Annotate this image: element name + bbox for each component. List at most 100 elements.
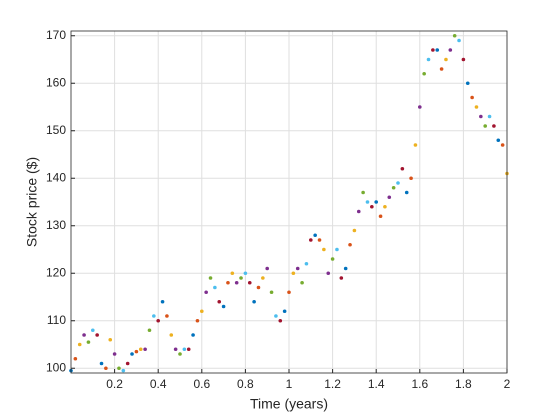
- point: [409, 176, 413, 181]
- y-tick-label: 170: [46, 28, 66, 42]
- point: [265, 266, 270, 271]
- point: [125, 361, 130, 366]
- point: [326, 271, 331, 276]
- point: [247, 280, 252, 285]
- point: [313, 233, 317, 238]
- point: [195, 318, 200, 323]
- point: [121, 368, 126, 373]
- point: [348, 242, 352, 247]
- point: [483, 124, 488, 128]
- point: [457, 38, 461, 43]
- point: [147, 328, 152, 333]
- point: [104, 366, 108, 371]
- point: [448, 48, 453, 52]
- point: [418, 105, 422, 109]
- y-tick-label: 130: [46, 218, 66, 232]
- point: [492, 124, 496, 128]
- point: [230, 271, 235, 276]
- point: [300, 280, 304, 285]
- point: [391, 185, 396, 190]
- point: [304, 261, 309, 266]
- y-tick-label: 100: [46, 360, 66, 374]
- point: [191, 333, 195, 337]
- point: [165, 314, 169, 318]
- point: [256, 285, 261, 290]
- point: [234, 280, 239, 285]
- point: [134, 349, 139, 354]
- point: [156, 318, 160, 323]
- point: [330, 257, 335, 261]
- point: [130, 352, 134, 356]
- point: [352, 228, 357, 233]
- point: [365, 200, 370, 204]
- point: [487, 114, 492, 119]
- x-tick-label: 1.6: [411, 377, 428, 391]
- point: [309, 238, 313, 242]
- x-tick-label: 0.6: [193, 377, 210, 391]
- point: [152, 314, 156, 318]
- point: [221, 304, 226, 309]
- point: [77, 342, 82, 347]
- point: [431, 48, 435, 52]
- point: [217, 299, 222, 304]
- x-tick-label: 1.4: [368, 377, 385, 391]
- y-axis-label: Stock price ($): [24, 157, 40, 247]
- point: [461, 57, 466, 62]
- point: [243, 271, 248, 276]
- point: [291, 271, 296, 276]
- point: [182, 347, 187, 352]
- point: [204, 290, 208, 295]
- point: [404, 190, 409, 195]
- point: [435, 48, 440, 52]
- point: [73, 356, 78, 361]
- point: [91, 328, 95, 333]
- point: [208, 276, 213, 280]
- x-tick-label: 0.4: [150, 377, 167, 391]
- point: [356, 209, 361, 214]
- x-tick-label: 1: [286, 377, 293, 391]
- point: [387, 195, 392, 200]
- point: [422, 71, 426, 76]
- point: [86, 340, 91, 344]
- point: [452, 33, 457, 38]
- x-axis-label: Time (years): [250, 396, 328, 412]
- point: [374, 200, 379, 204]
- point: [343, 266, 348, 271]
- x-tick-label: 0.2: [106, 377, 123, 391]
- x-tick-label: 1.8: [455, 377, 472, 391]
- point: [95, 333, 99, 337]
- point: [186, 347, 191, 352]
- point: [444, 57, 448, 62]
- point: [479, 114, 483, 119]
- x-tick-label: 1.2: [324, 377, 341, 391]
- y-tick-label: 120: [46, 265, 66, 279]
- point: [470, 95, 474, 100]
- point: [261, 276, 265, 280]
- point: [108, 337, 113, 342]
- point: [426, 57, 431, 62]
- point: [252, 299, 256, 304]
- point: [117, 366, 121, 371]
- point: [474, 105, 479, 109]
- point: [287, 290, 291, 295]
- y-tick-label: 140: [46, 170, 66, 184]
- y-tick-label: 160: [46, 75, 66, 89]
- point: [173, 347, 178, 352]
- axes-box: [70, 30, 508, 374]
- y-tick-label: 150: [46, 123, 66, 137]
- point: [178, 352, 182, 356]
- point: [378, 214, 383, 219]
- point: [200, 309, 204, 314]
- point: [160, 299, 165, 304]
- point: [278, 318, 283, 323]
- point: [239, 276, 243, 280]
- point: [269, 290, 274, 295]
- y-tick-label: 110: [47, 313, 66, 327]
- point: [169, 333, 174, 337]
- point: [500, 143, 505, 147]
- point: [295, 266, 300, 271]
- x-tick-label: 2: [504, 377, 511, 391]
- point: [282, 309, 287, 314]
- x-tick-label: 0.8: [237, 377, 254, 391]
